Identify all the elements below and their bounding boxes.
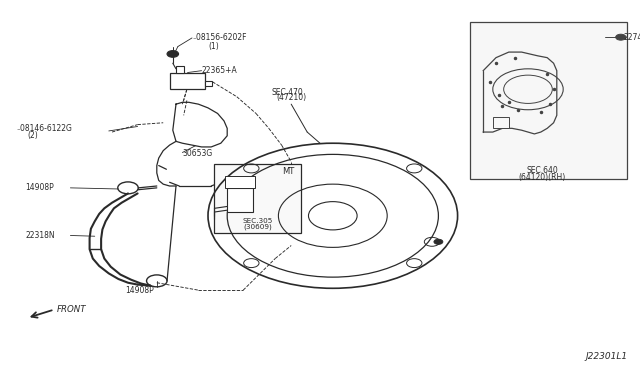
Text: (47210): (47210) [276, 93, 307, 102]
Text: (1): (1) [208, 42, 219, 51]
Bar [205, 81, 212, 86]
Bar [227, 188, 253, 212]
Text: 22318N: 22318N [26, 231, 55, 240]
Text: 14908P: 14908P [125, 286, 154, 295]
Bar [170, 73, 205, 89]
Text: ₋08156-6202F: ₋08156-6202F [192, 33, 246, 42]
Text: 14908P: 14908P [26, 183, 54, 192]
Circle shape [434, 239, 443, 244]
Bar [470, 22, 627, 179]
Text: (30609): (30609) [243, 223, 272, 230]
Circle shape [616, 34, 626, 40]
Bar [493, 117, 509, 128]
Text: SEC.470: SEC.470 [272, 88, 304, 97]
Bar [225, 176, 255, 188]
Text: ₋08146-6122G: ₋08146-6122G [16, 124, 72, 133]
Bar [214, 164, 301, 232]
Text: (2): (2) [28, 131, 38, 140]
Text: SEC.305: SEC.305 [243, 218, 273, 224]
Text: MT: MT [282, 167, 294, 176]
Text: 30653G: 30653G [182, 149, 212, 158]
Text: (64120)(RH): (64120)(RH) [519, 173, 566, 182]
Text: SEC.640: SEC.640 [527, 166, 558, 175]
Circle shape [167, 51, 179, 57]
Text: 22740V: 22740V [624, 33, 640, 42]
Text: FRONT: FRONT [56, 305, 86, 314]
Bar [176, 66, 184, 73]
Text: J22301L1: J22301L1 [585, 352, 627, 361]
Text: 22365+A: 22365+A [202, 66, 237, 75]
